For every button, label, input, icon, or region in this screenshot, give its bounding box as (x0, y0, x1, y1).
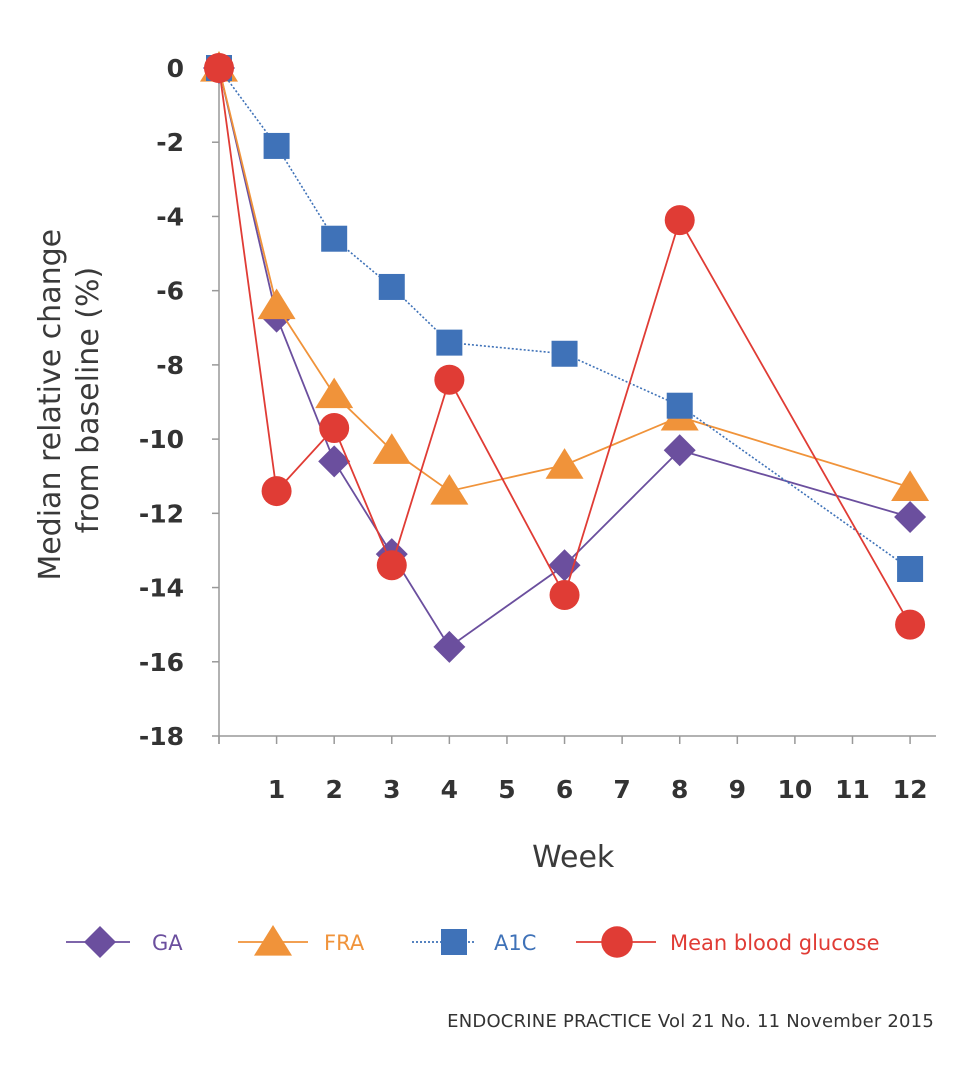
legend-item-mean-blood-glucose: Mean blood glucose (576, 926, 880, 958)
data-point (545, 448, 584, 479)
data-point (433, 630, 466, 663)
y-tick-label: -12 (139, 499, 184, 528)
x-tick-label: 7 (613, 775, 630, 804)
data-point (897, 556, 924, 582)
legend-item-ga: GA (66, 926, 183, 958)
y-tick-label: -6 (156, 277, 184, 306)
data-point (548, 549, 581, 582)
y-axis-title: Median relative change from baseline (%) (33, 219, 106, 580)
legend: GA FRA A1C Mean blood glucose (66, 925, 880, 958)
legend-label: A1C (494, 931, 536, 955)
data-point (378, 273, 405, 300)
x-tick-label: 12 (893, 775, 928, 804)
data-point (257, 288, 296, 320)
series-layer (200, 51, 930, 663)
series-mean-blood-glucose (204, 53, 926, 640)
data-point (436, 329, 463, 356)
data-point (321, 225, 348, 252)
legend-marker (441, 929, 467, 955)
legend-marker (601, 926, 633, 958)
y-axis-title-line-2: from baseline (%) (71, 267, 106, 533)
data-point (376, 550, 407, 581)
data-point (315, 377, 354, 409)
x-tick-label: 2 (325, 775, 342, 804)
x-tick-label: 4 (441, 775, 458, 804)
data-point (261, 476, 292, 507)
y-tick-label: -10 (139, 425, 184, 454)
y-tick-label: 0 (167, 54, 184, 83)
data-point (895, 609, 926, 640)
series-fra (200, 51, 930, 505)
x-tick-label: 1 (268, 775, 285, 804)
legend-marker (84, 926, 116, 958)
data-point (663, 434, 696, 467)
y-tick-label: -18 (139, 722, 184, 751)
data-point (204, 53, 234, 83)
y-tick-label: -4 (156, 202, 184, 231)
data-point (372, 433, 411, 464)
x-tick-label: 5 (498, 775, 515, 804)
x-axis: 1 2 3 4 5 6 7 8 9 10 11 12 (218, 735, 936, 804)
source-citation: ENDOCRINE PRACTICE Vol 21 No. 11 Novembe… (447, 1011, 934, 1032)
series-line (218, 67, 911, 570)
series-line (218, 67, 911, 649)
x-tick-label: 9 (729, 775, 746, 804)
data-point (894, 501, 927, 534)
y-axis-title-line-1: Median relative change (33, 229, 68, 581)
x-tick-label: 11 (835, 775, 870, 804)
data-point (666, 392, 693, 419)
x-tick-label: 6 (556, 775, 573, 804)
y-tick-label: -8 (156, 351, 184, 380)
y-axis: 0 -2 -4 -6 -8 -10 -12 -14 -16 -18 (139, 54, 220, 751)
data-point (549, 579, 580, 610)
data-point (318, 445, 351, 478)
x-axis-title: Week (532, 840, 615, 875)
data-point (430, 474, 469, 505)
legend-label: FRA (324, 931, 365, 955)
data-point (551, 340, 578, 367)
legend-item-a1c: A1C (412, 929, 536, 955)
y-tick-label: -14 (139, 574, 184, 603)
y-tick-label: -2 (156, 128, 184, 157)
data-point (263, 132, 290, 159)
y-tick-label: -16 (139, 648, 184, 677)
data-point (319, 412, 350, 443)
legend-marker (254, 925, 292, 956)
x-tick-label: 8 (671, 775, 688, 804)
legend-label: Mean blood glucose (670, 931, 880, 955)
series-a1c (206, 55, 924, 582)
x-tick-label: 3 (383, 775, 400, 804)
data-point (434, 364, 465, 395)
x-tick-label: 10 (778, 775, 813, 804)
data-point (891, 470, 930, 501)
data-point (664, 205, 695, 236)
legend-label: GA (152, 931, 183, 955)
legend-item-fra: FRA (238, 925, 365, 956)
